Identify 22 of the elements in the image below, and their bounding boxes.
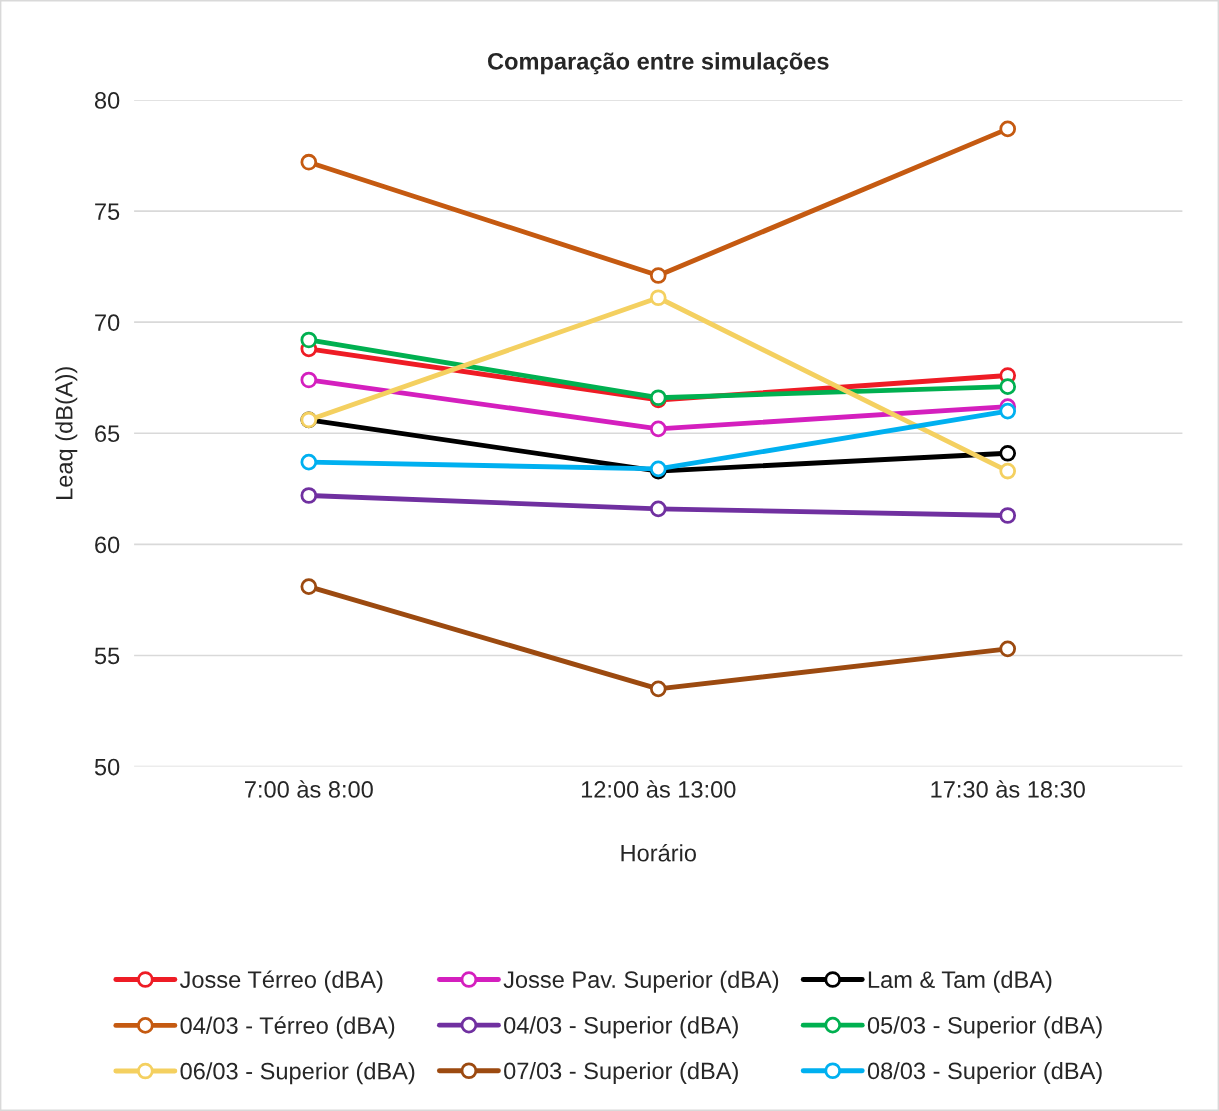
x-tick-label: 17:30 às 18:30	[931, 780, 1085, 798]
y-tick-label: 70	[95, 314, 120, 331]
y-tick-label: 50	[94, 758, 120, 776]
chart-title: Comparação entre simulações	[487, 52, 829, 75]
legend-label: 06/03 - Superior (dBA)	[180, 1062, 415, 1085]
y-axis-title: Leaq (dB(A))	[55, 367, 78, 499]
y-tick-label: 65	[95, 425, 120, 443]
legend-label: 04/03 - Térreo (dBA)	[180, 1016, 395, 1039]
legend-label: 07/03 - Superior (dBA)	[504, 1061, 738, 1084]
x-tick-label: 7:00 às 8:00	[245, 780, 373, 798]
legend-label: Josse Pav. Superior (dBA)	[503, 970, 779, 993]
legend-label: 04/03 - Superior (dBA)	[504, 1016, 738, 1039]
x-axis-title: Horário	[621, 843, 696, 862]
x-tick-label: 12:00 às 13:00	[581, 780, 736, 798]
y-tick-label: 75	[95, 203, 120, 220]
legend-label: 08/03 - Superior (dBA)	[867, 1061, 1102, 1084]
legend-label: Lam & Tam (dBA)	[868, 970, 1052, 993]
y-tick-label: 55	[94, 647, 120, 665]
y-tick-label: 60	[95, 536, 120, 554]
y-tick-label: 80	[94, 92, 120, 109]
legend-label: Josse Térreo (dBA)	[179, 970, 383, 993]
legend-label: 05/03 - Superior (dBA)	[867, 1016, 1102, 1039]
